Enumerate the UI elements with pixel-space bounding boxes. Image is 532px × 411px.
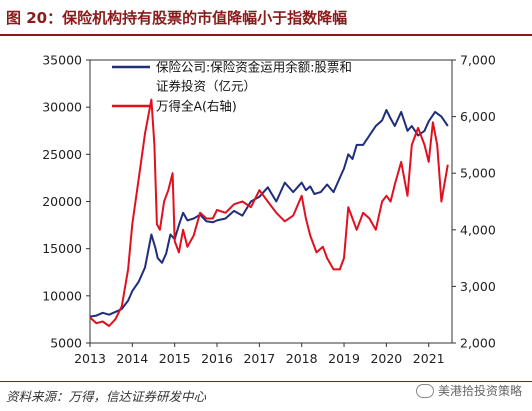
figure-title: 图 20：保险机构持有股票的市值降幅小于指数降幅	[6, 9, 348, 27]
y-left-tick-label: 35000	[42, 53, 82, 68]
y-left-tick-label: 20000	[42, 194, 82, 209]
watermark-label: 美港拾投资策略	[437, 384, 522, 398]
legend-label-line-1: 保险公司:保险资金运用余额:股票和	[156, 60, 352, 75]
title-divider	[0, 34, 532, 36]
series-layer	[89, 98, 449, 327]
watermark: 美港拾投资策略	[415, 382, 522, 399]
chart-axes	[89, 59, 453, 344]
y-right-tick-label: 2,000	[460, 336, 496, 351]
y-right-tick-label: 4,000	[460, 222, 496, 237]
x-tick-label: 2021	[413, 351, 445, 366]
series-line-wind-all-a	[89, 98, 449, 327]
legend-label-insurance-equity: 保险公司:保险资金运用余额:股票和证券投资（亿元）	[156, 60, 352, 94]
x-tick-label: 2013	[74, 351, 106, 366]
legend-label-wind-all-a: 万得全A(右轴)	[156, 99, 237, 114]
x-tick-label: 2017	[243, 351, 275, 366]
y-right-tick-label: 7,000	[460, 53, 496, 68]
x-tick-label: 2014	[116, 351, 148, 366]
bottom-divider	[0, 381, 532, 382]
y-right-tick-label: 3,000	[460, 279, 496, 294]
y-left-tick-label: 10000	[42, 288, 82, 303]
y-left-tick-label: 25000	[42, 147, 82, 162]
series-line-insurance-equity	[89, 109, 449, 318]
x-tick-label: 2015	[159, 351, 191, 366]
chart: 5000 10000 15000 20000 25000 30000 35000 2,000…	[42, 53, 496, 367]
x-tick-label: 2020	[370, 351, 402, 366]
x-tick-label: 2018	[286, 351, 318, 366]
legend-label-line-2: 证券投资（亿元）	[156, 79, 256, 94]
y-left-tick-label: 5000	[50, 336, 82, 351]
y-left-tick-label: 15000	[42, 241, 82, 256]
x-tick-labels: 2013 2014 2015 2016 2017 2018 2019 2020 2021	[74, 343, 445, 366]
source-note: 资料来源：万得，信达证券研发中心	[6, 389, 207, 404]
y-right-tick-label: 5,000	[460, 166, 496, 181]
x-tick-label: 2016	[201, 351, 233, 366]
y-left-tick-label: 30000	[42, 100, 82, 115]
x-tick-label: 2019	[328, 351, 360, 366]
plot-frame	[89, 59, 453, 344]
wechat-icon	[415, 383, 434, 398]
legend: 保险公司:保险资金运用余额:股票和证券投资（亿元） 万得全A(右轴)	[112, 60, 352, 114]
y-right-tick-labels: 2,000 3,000 4,000 5,000 6,000 7,000	[452, 53, 496, 351]
y-left-tick-labels: 5000 10000 15000 20000 25000 30000 35000	[42, 53, 90, 351]
y-right-tick-label: 6,000	[460, 109, 496, 124]
